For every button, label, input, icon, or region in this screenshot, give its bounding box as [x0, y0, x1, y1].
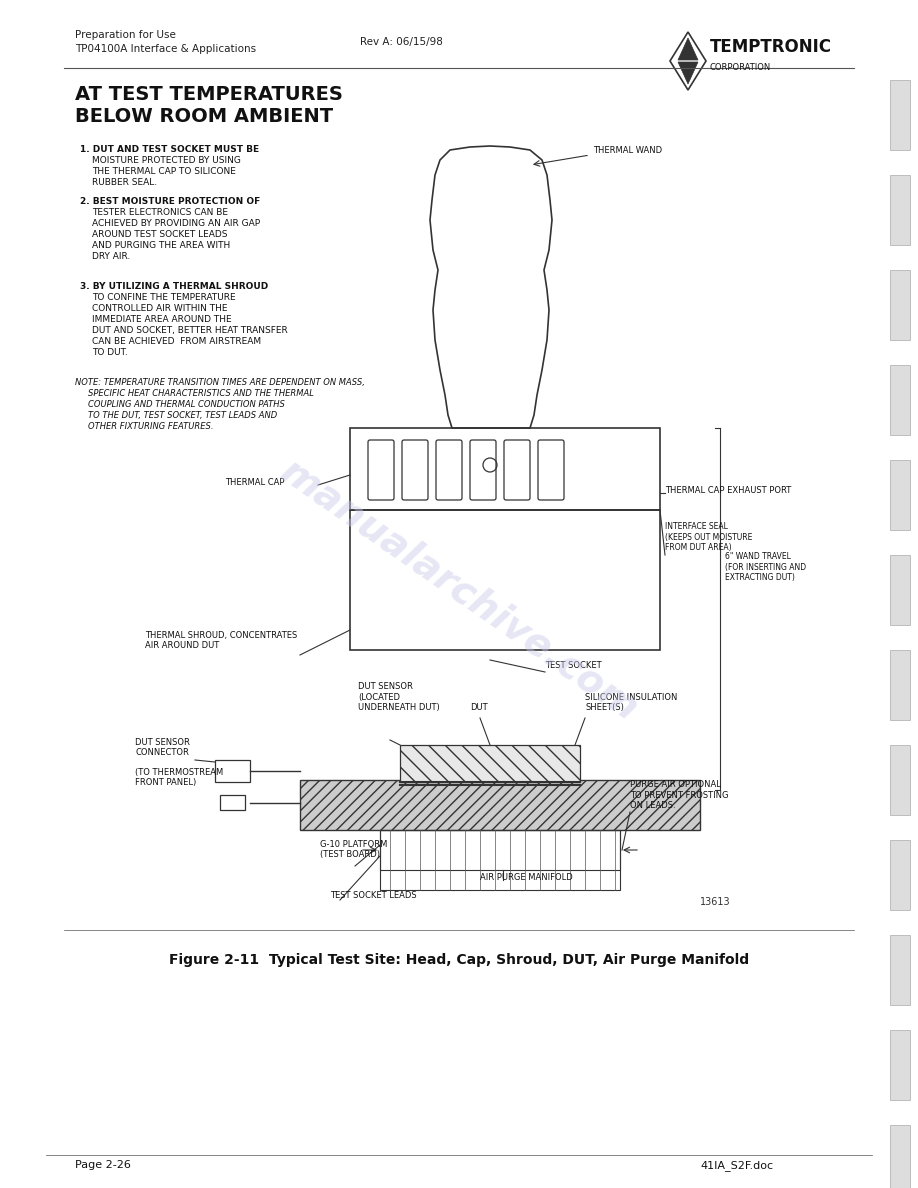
Text: DUT SENSOR
CONNECTOR: DUT SENSOR CONNECTOR: [135, 738, 190, 757]
Text: SILICONE INSULATION
SHEET(S): SILICONE INSULATION SHEET(S): [585, 693, 677, 712]
Text: IMMEDIATE AREA AROUND THE: IMMEDIATE AREA AROUND THE: [92, 315, 231, 324]
Text: 1. DUT AND TEST SOCKET MUST BE: 1. DUT AND TEST SOCKET MUST BE: [80, 145, 259, 154]
Text: 6" WAND TRAVEL
(FOR INSERTING AND
EXTRACTING DUT): 6" WAND TRAVEL (FOR INSERTING AND EXTRAC…: [725, 552, 806, 582]
Text: 41IA_S2F.doc: 41IA_S2F.doc: [700, 1159, 773, 1171]
Text: PURGE AIR OPTIONAL
TO PREVENT FROSTING
ON LEADS.: PURGE AIR OPTIONAL TO PREVENT FROSTING O…: [630, 781, 729, 810]
Polygon shape: [678, 62, 698, 84]
Text: DUT: DUT: [470, 703, 487, 712]
Bar: [380, 830, 620, 890]
Bar: [890, 1030, 910, 1100]
Bar: [890, 270, 910, 340]
Text: manualarchive.com: manualarchive.com: [274, 451, 646, 728]
Text: COUPLING AND THERMAL CONDUCTION PATHS: COUPLING AND THERMAL CONDUCTION PATHS: [88, 400, 285, 409]
Text: TP04100A Interface & Applications: TP04100A Interface & Applications: [75, 44, 256, 53]
Text: ACHIEVED BY PROVIDING AN AIR GAP: ACHIEVED BY PROVIDING AN AIR GAP: [92, 219, 260, 228]
Text: 13613: 13613: [700, 897, 731, 906]
Text: DUT AND SOCKET, BETTER HEAT TRANSFER: DUT AND SOCKET, BETTER HEAT TRANSFER: [92, 326, 287, 335]
Bar: [890, 935, 910, 1005]
Bar: [380, 830, 620, 870]
Text: THERMAL CAP: THERMAL CAP: [225, 478, 285, 487]
Text: OTHER FIXTURING FEATURES.: OTHER FIXTURING FEATURES.: [88, 422, 214, 431]
Text: DUT SENSOR
(LOCATED
UNDERNEATH DUT): DUT SENSOR (LOCATED UNDERNEATH DUT): [358, 682, 440, 712]
Text: SPECIFIC HEAT CHARACTERISTICS AND THE THERMAL: SPECIFIC HEAT CHARACTERISTICS AND THE TH…: [88, 388, 314, 398]
Text: MOISTURE PROTECTED BY USING: MOISTURE PROTECTED BY USING: [92, 156, 241, 165]
Text: THERMAL SHROUD, CONCENTRATES
AIR AROUND DUT: THERMAL SHROUD, CONCENTRATES AIR AROUND …: [145, 631, 297, 650]
Text: INTERFACE SEAL
(KEEPS OUT MOISTURE
FROM DUT AREA): INTERFACE SEAL (KEEPS OUT MOISTURE FROM …: [665, 523, 753, 552]
Text: THE THERMAL CAP TO SILICONE: THE THERMAL CAP TO SILICONE: [92, 168, 236, 176]
Polygon shape: [678, 38, 698, 61]
Text: TEST SOCKET LEADS: TEST SOCKET LEADS: [330, 891, 417, 901]
Text: Preparation for Use: Preparation for Use: [75, 30, 176, 40]
Bar: [890, 555, 910, 625]
Text: CAN BE ACHIEVED  FROM AIRSTREAM: CAN BE ACHIEVED FROM AIRSTREAM: [92, 337, 261, 346]
Bar: [350, 510, 660, 650]
Text: TO DUT.: TO DUT.: [92, 348, 128, 358]
Text: BELOW ROOM AMBIENT: BELOW ROOM AMBIENT: [75, 107, 333, 126]
Text: Rev A: 06/15/98: Rev A: 06/15/98: [360, 37, 442, 48]
Text: 3. BY UTILIZING A THERMAL SHROUD: 3. BY UTILIZING A THERMAL SHROUD: [80, 282, 268, 291]
Text: NOTE: TEMPERATURE TRANSITION TIMES ARE DEPENDENT ON MASS,: NOTE: TEMPERATURE TRANSITION TIMES ARE D…: [75, 378, 364, 387]
Bar: [890, 840, 910, 910]
Text: AROUND TEST SOCKET LEADS: AROUND TEST SOCKET LEADS: [92, 230, 228, 239]
Bar: [890, 1125, 910, 1188]
Bar: [890, 175, 910, 245]
Text: CORPORATION: CORPORATION: [710, 63, 771, 72]
Bar: [890, 745, 910, 815]
Bar: [350, 428, 660, 510]
Text: DRY AIR.: DRY AIR.: [92, 252, 130, 261]
Text: TO CONFINE THE TEMPERATURE: TO CONFINE THE TEMPERATURE: [92, 293, 236, 302]
Text: 2. BEST MOISTURE PROTECTION OF: 2. BEST MOISTURE PROTECTION OF: [80, 197, 260, 206]
Text: RUBBER SEAL.: RUBBER SEAL.: [92, 178, 157, 187]
Text: Figure 2-11  Typical Test Site: Head, Cap, Shroud, DUT, Air Purge Manifold: Figure 2-11 Typical Test Site: Head, Cap…: [169, 953, 749, 967]
Bar: [300, 781, 700, 830]
Text: AND PURGING THE AREA WITH: AND PURGING THE AREA WITH: [92, 241, 230, 249]
Bar: [890, 460, 910, 530]
Text: CONTROLLED AIR WITHIN THE: CONTROLLED AIR WITHIN THE: [92, 304, 228, 312]
Bar: [890, 365, 910, 435]
Text: AIR PURGE MANIFOLD: AIR PURGE MANIFOLD: [480, 873, 573, 881]
Text: AT TEST TEMPERATURES: AT TEST TEMPERATURES: [75, 86, 343, 105]
Text: TEST SOCKET: TEST SOCKET: [545, 661, 601, 670]
Bar: [220, 795, 245, 810]
Bar: [400, 745, 580, 782]
Text: THERMAL WAND: THERMAL WAND: [593, 146, 662, 154]
Bar: [890, 650, 910, 720]
Text: TEMPTRONIC: TEMPTRONIC: [710, 38, 832, 56]
Text: (TO THERMOSTREAM
FRONT PANEL): (TO THERMOSTREAM FRONT PANEL): [135, 767, 223, 786]
Text: THERMAL CAP EXHAUST PORT: THERMAL CAP EXHAUST PORT: [665, 486, 791, 495]
Bar: [890, 80, 910, 150]
Text: TESTER ELECTRONICS CAN BE: TESTER ELECTRONICS CAN BE: [92, 208, 228, 217]
Text: G-10 PLATFORM
(TEST BOARD): G-10 PLATFORM (TEST BOARD): [320, 840, 387, 859]
Bar: [215, 760, 250, 782]
Text: TO THE DUT, TEST SOCKET, TEST LEADS AND: TO THE DUT, TEST SOCKET, TEST LEADS AND: [88, 411, 277, 421]
Text: Page 2-26: Page 2-26: [75, 1159, 131, 1170]
